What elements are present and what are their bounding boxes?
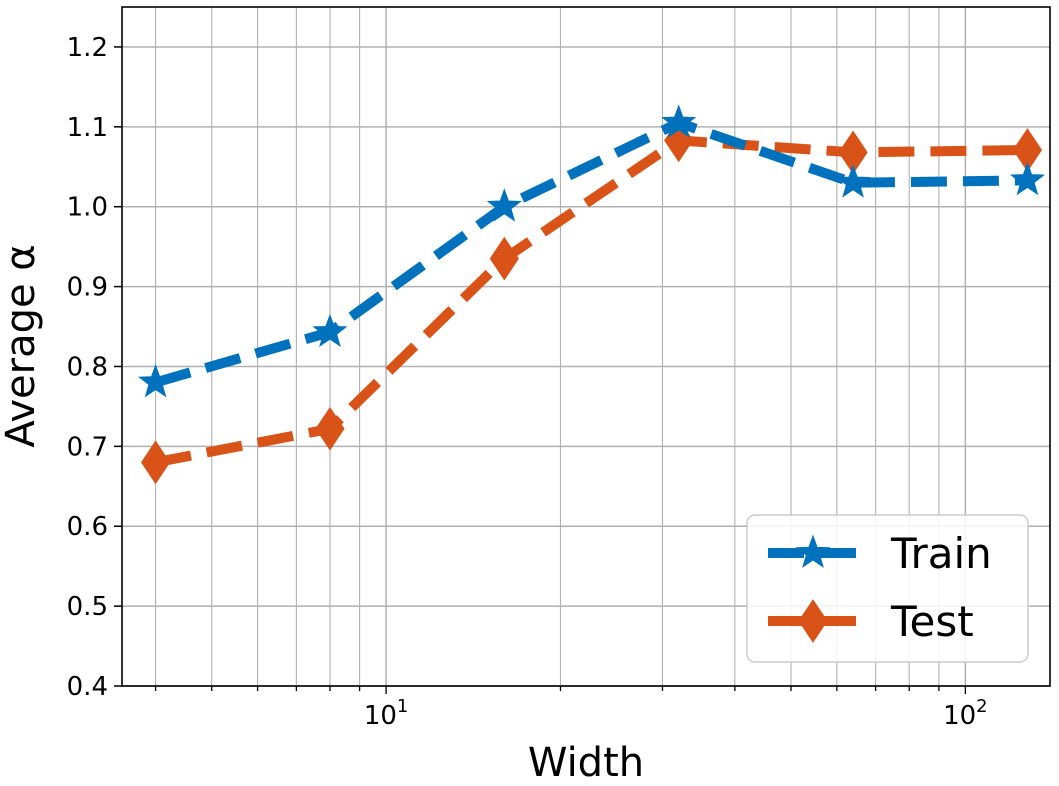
data-point-train bbox=[312, 313, 348, 348]
data-point-test bbox=[315, 406, 345, 451]
y-tick-label: 1.0 bbox=[67, 193, 108, 223]
y-tick-label: 1.2 bbox=[67, 33, 108, 63]
y-tick-label: 0.5 bbox=[67, 592, 108, 622]
y-tick-label: 0.9 bbox=[67, 273, 108, 303]
legend-label-test: Test bbox=[890, 597, 974, 646]
y-tick-label: 1.1 bbox=[67, 113, 108, 143]
x-tick-label: 102 bbox=[943, 696, 988, 731]
data-point-train bbox=[486, 188, 522, 222]
legend: Train Test bbox=[746, 514, 1029, 663]
data-point-train bbox=[835, 164, 871, 198]
data-point-test bbox=[140, 440, 171, 485]
plot-frame bbox=[121, 6, 1051, 687]
data-point-train bbox=[138, 363, 174, 398]
data-point-train bbox=[661, 104, 697, 138]
y-axis-label: Average α bbox=[0, 244, 44, 447]
y-tick-label: 0.7 bbox=[67, 432, 108, 462]
axis-ticks: 0.4 0.5 0.6 0.7 0.8 0.9 1.0 1.1 1.2 101 102 bbox=[67, 33, 988, 731]
series-line-train bbox=[154, 117, 1028, 388]
series-layer bbox=[138, 104, 1046, 485]
data-point-test bbox=[489, 236, 519, 281]
y-tick-label: 0.6 bbox=[67, 512, 108, 542]
y-tick-label: 0.4 bbox=[67, 672, 108, 702]
series-line-test bbox=[154, 135, 1028, 468]
x-axis-label: Width bbox=[528, 740, 644, 786]
legend-marker-train bbox=[795, 534, 831, 568]
y-tick-label: 0.8 bbox=[67, 352, 108, 382]
legend-marker-test bbox=[798, 599, 828, 643]
legend-label-train: Train bbox=[890, 529, 992, 578]
x-tick-label: 101 bbox=[364, 696, 409, 731]
data-point-train bbox=[1009, 161, 1046, 196]
